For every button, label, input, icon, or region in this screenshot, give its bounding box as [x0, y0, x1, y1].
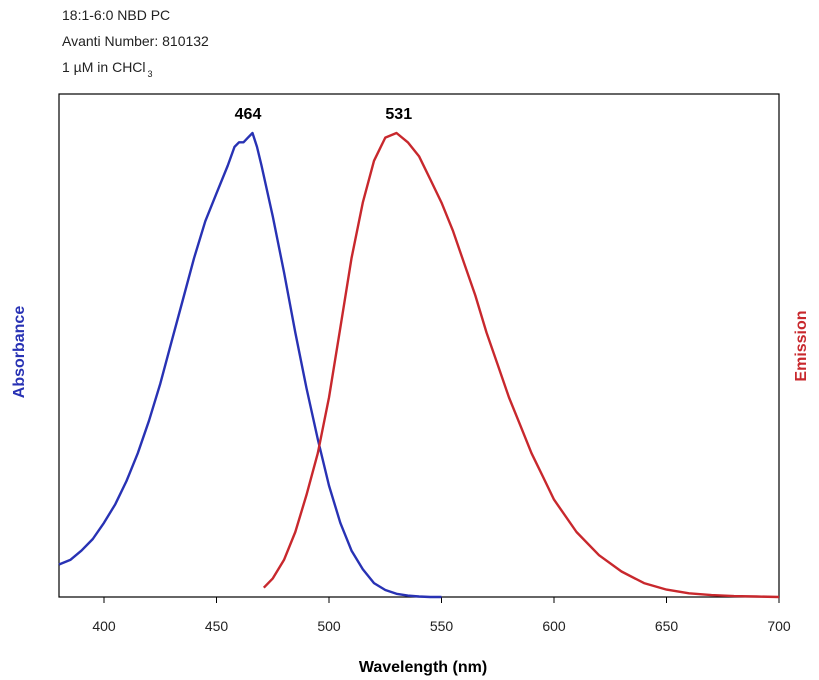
chart-header-line1: 18:1-6:0 NBD PC — [62, 7, 171, 23]
chart-header-line3: 1 µM in CHCl 3 — [62, 59, 153, 79]
x-tick-label-500: 500 — [317, 618, 341, 634]
x-tick-label-600: 600 — [542, 618, 566, 634]
x-tick-label-450: 450 — [205, 618, 229, 634]
peak-label-464: 464 — [235, 106, 262, 123]
y-axis-label-left: Absorbance — [11, 306, 28, 399]
series-line-emission — [262, 131, 780, 599]
series-line-absorbance — [58, 131, 442, 599]
chart-header-line3-subscript: 3 — [147, 69, 153, 79]
y-axis-label-right: Emission — [793, 310, 810, 381]
x-tick-label-650: 650 — [655, 618, 679, 634]
chart-header-line2: Avanti Number: 810132 — [62, 33, 209, 49]
peak-annotations: 464 531 — [235, 106, 413, 123]
peak-label-531: 531 — [385, 106, 412, 123]
x-tick-label-550: 550 — [430, 618, 454, 634]
x-axis-ticks: 400 450 500 550 600 650 700 — [92, 597, 791, 634]
x-tick-label-400: 400 — [92, 618, 116, 634]
chart-header-line3-main: 1 µM in CHCl — [62, 59, 146, 75]
series-group — [58, 131, 780, 599]
plot-frame — [58, 93, 780, 598]
x-tick-label-700: 700 — [767, 618, 791, 634]
x-axis-label: Wavelength (nm) — [359, 659, 487, 676]
